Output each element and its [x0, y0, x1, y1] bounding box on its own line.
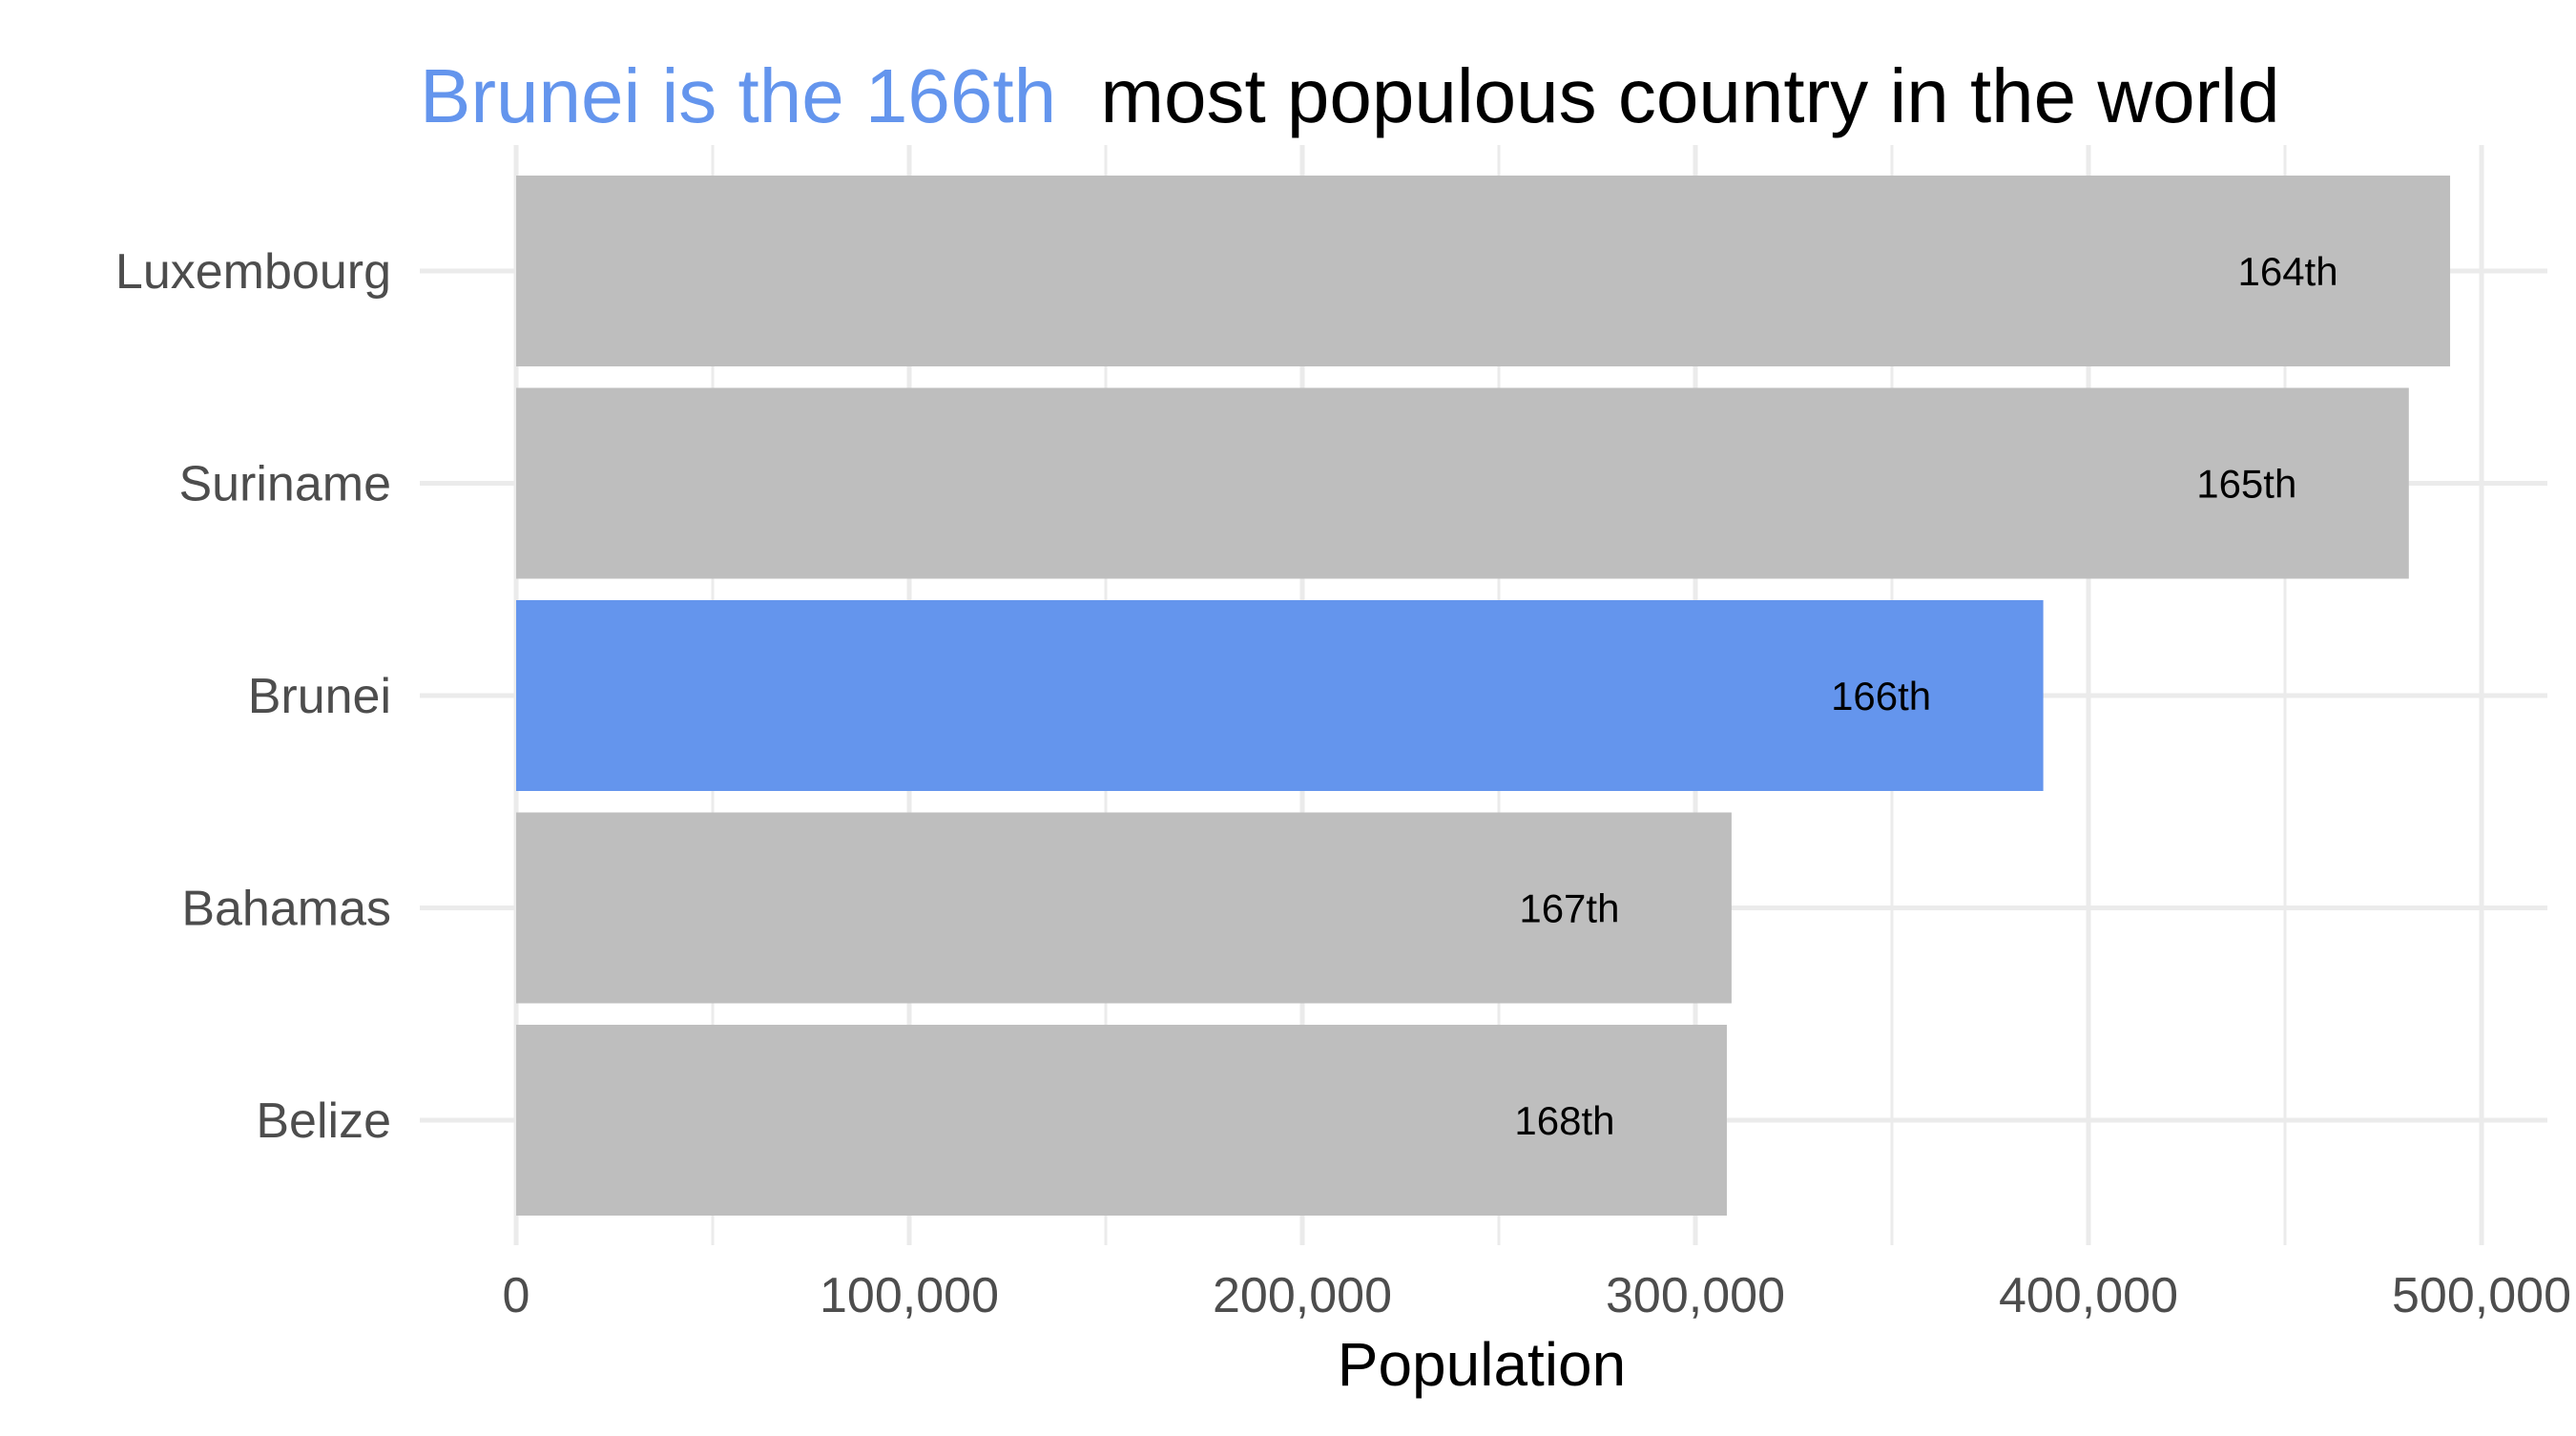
y-tick-label: Belize	[256, 1093, 391, 1149]
y-tick-label: Bahamas	[181, 882, 391, 937]
y-axis-ticks: Luxembourg Suriname Brunei Bahamas Belize	[115, 244, 391, 1149]
bars	[516, 176, 2451, 1216]
x-tick-label: 200,000	[1213, 1268, 1392, 1323]
y-tick-label: Brunei	[248, 669, 391, 724]
x-tick-label: 0	[503, 1268, 530, 1323]
bar-bahamas	[516, 812, 1732, 1004]
chart-title: Brunei is the 166th most populous countr…	[420, 53, 2280, 138]
data-label: 164th	[2237, 249, 2337, 294]
data-label: 167th	[1519, 886, 1619, 931]
x-tick-label: 300,000	[1606, 1268, 1785, 1323]
chart-title-highlight: Brunei is the 166th	[420, 53, 1056, 138]
bar-suriname	[516, 387, 2409, 579]
bar-brunei	[516, 600, 2044, 791]
bar-belize	[516, 1025, 1727, 1216]
bar-luxembourg	[516, 176, 2451, 366]
data-label: 166th	[1831, 674, 1931, 718]
y-tick-label: Suriname	[178, 457, 391, 512]
x-tick-label: 100,000	[820, 1268, 999, 1323]
data-label: 168th	[1514, 1098, 1614, 1143]
y-tick-label: Luxembourg	[115, 244, 391, 300]
x-axis-label: Population	[1338, 1330, 1626, 1399]
data-label: 165th	[2196, 462, 2296, 507]
data-labels: 164th 165th 166th 167th 168th	[1514, 249, 2337, 1143]
x-tick-label: 400,000	[1999, 1268, 2178, 1323]
x-axis-ticks: 0 100,000 200,000 300,000 400,000 500,000	[503, 1268, 2571, 1323]
x-tick-label: 500,000	[2392, 1268, 2571, 1323]
chart-title-rest: most populous country in the world	[1100, 53, 2279, 138]
